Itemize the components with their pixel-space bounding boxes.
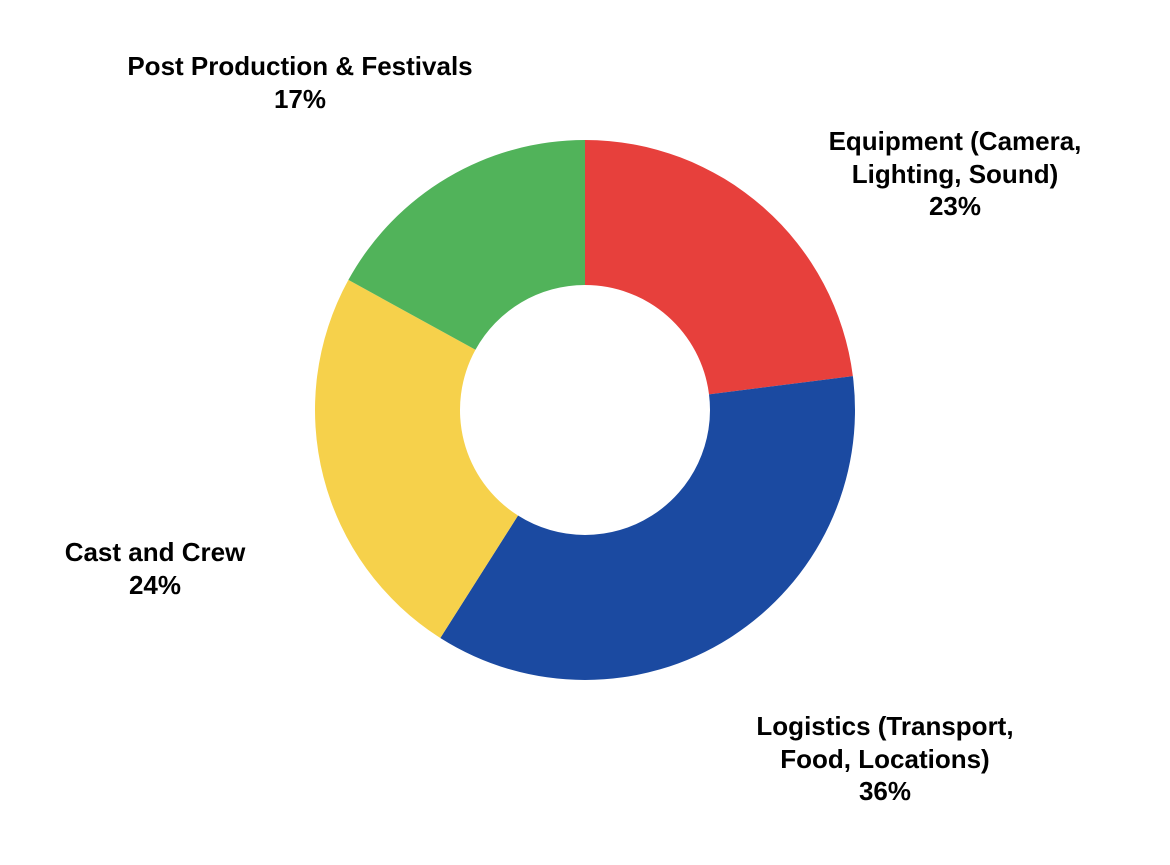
label-percent: 36%: [725, 775, 1045, 808]
label-percent: 23%: [795, 190, 1115, 223]
label-text: Post Production & Festivals: [100, 50, 500, 83]
label-text: Cast and Crew: [25, 536, 285, 569]
chart-stage: Equipment (Camera, Lighting, Sound)23% Lo…: [0, 0, 1170, 865]
label-percent: 17%: [100, 83, 500, 116]
label-percent: 24%: [25, 569, 285, 602]
label-text: Logistics (Transport, Food, Locations): [725, 710, 1045, 775]
label-post_production: Post Production & Festivals17%: [100, 50, 500, 115]
label-logistics: Logistics (Transport, Food, Locations)36…: [725, 710, 1045, 808]
label-equipment: Equipment (Camera, Lighting, Sound)23%: [795, 125, 1115, 223]
label-text: Equipment (Camera, Lighting, Sound): [795, 125, 1115, 190]
label-cast_crew: Cast and Crew24%: [25, 536, 285, 601]
